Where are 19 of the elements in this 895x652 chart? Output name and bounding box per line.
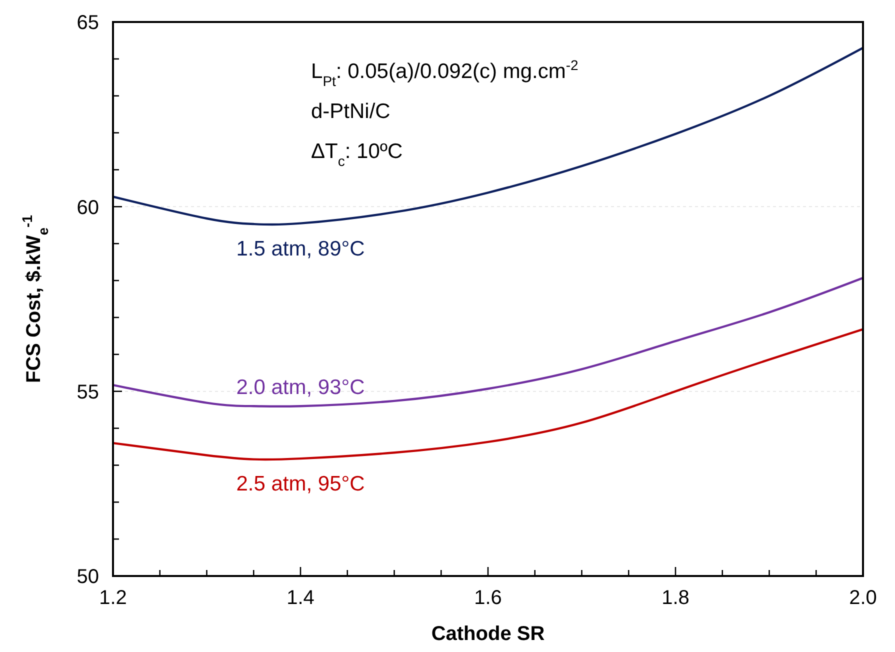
line-series — [113, 46, 863, 226]
annotation: L$_{Pt}$: 0.05(a)/0.092(c) mg.cm$^{-2}$ — [311, 57, 579, 89]
x-axis-title: Cathode SR — [431, 623, 546, 645]
x-tick-label: 1.6 — [474, 587, 502, 610]
y-tick-label: 65 — [76, 12, 99, 34]
y-tick-label: 60 — [76, 196, 99, 219]
x-tick-label: 1.2 — [99, 587, 127, 610]
series-label: 1.5 atm, 89°C — [236, 237, 365, 260]
series-label: 2.5 atm, 95°C — [236, 472, 365, 496]
y-tick-label: 55 — [76, 381, 99, 404]
x-tick-label: 2.0 — [849, 587, 877, 610]
line-series — [113, 276, 863, 408]
annotation: d-PtNi/C — [311, 100, 390, 123]
line-series — [113, 328, 863, 461]
annotation: ΔT$_{c}$: 10ºC — [311, 140, 403, 169]
y-tick-label: 50 — [76, 566, 99, 588]
x-tick-label: 1.4 — [286, 587, 314, 610]
series-label: 2.0 atm, 93°C — [236, 376, 365, 400]
x-tick-label: 1.8 — [662, 587, 690, 610]
